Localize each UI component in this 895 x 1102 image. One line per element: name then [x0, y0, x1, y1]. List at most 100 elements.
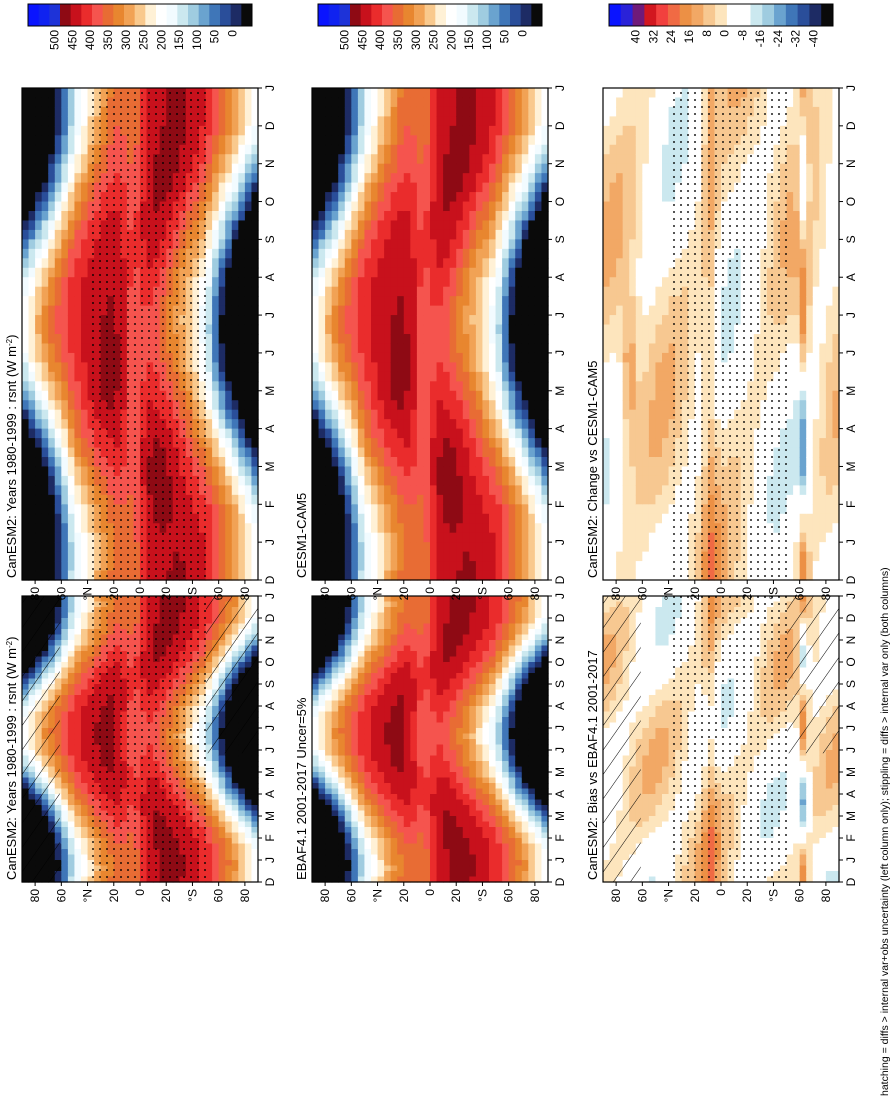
- heatmap-cell: [28, 239, 36, 250]
- colorbar-tick-label: 300: [119, 30, 133, 50]
- heatmap-cell: [338, 876, 346, 883]
- heatmap-cell: [312, 843, 320, 850]
- heatmap-cell: [22, 334, 30, 345]
- heatmap-cell: [54, 305, 62, 316]
- colorbar-swatch: [70, 4, 82, 26]
- heatmap-cell: [231, 381, 239, 392]
- heatmap-cell: [81, 865, 89, 872]
- heatmap-cell: [344, 838, 352, 845]
- heatmap-cell: [81, 296, 89, 307]
- heatmap-cell: [338, 656, 346, 663]
- heatmap-cell: [331, 722, 339, 729]
- heatmap-cell: [81, 777, 89, 784]
- heatmap-cell: [61, 788, 69, 795]
- heatmap-cell: [416, 755, 425, 762]
- heatmap-cell: [238, 88, 246, 99]
- heatmap-cell: [212, 761, 220, 768]
- heatmap-cell: [397, 618, 405, 625]
- heatmap-cell: [67, 542, 76, 553]
- heatmap-cell: [61, 334, 69, 345]
- heatmap-cell: [244, 494, 253, 505]
- heatmap-cell: [390, 799, 398, 806]
- heatmap-cell: [74, 419, 82, 430]
- heatmap-cell: [338, 860, 346, 867]
- heatmap-cell: [397, 711, 405, 718]
- heatmap-cell: [212, 173, 220, 184]
- heatmap-cell: [416, 810, 425, 817]
- heatmap-cell: [231, 788, 239, 795]
- heatmap-cell: [344, 618, 352, 625]
- heatmap-cell: [54, 390, 62, 401]
- month-tick-label: M: [263, 386, 277, 396]
- heatmap-cell: [410, 618, 418, 625]
- heatmap-cell: [423, 766, 431, 773]
- heatmap-cell: [384, 832, 392, 839]
- heatmap-cell: [28, 154, 36, 165]
- heatmap-cell: [251, 860, 259, 867]
- heatmap-cell: [416, 783, 425, 790]
- heatmap-cell: [251, 305, 259, 316]
- heatmap-cell: [225, 352, 233, 363]
- month-tick-label: J: [263, 539, 277, 545]
- heatmap-cell: [390, 607, 398, 614]
- heatmap-cell: [364, 733, 372, 740]
- heatmap-cell: [423, 645, 431, 652]
- heatmap-cell: [423, 849, 431, 856]
- heatmap-cell: [218, 570, 226, 581]
- heatmap-cell: [61, 618, 69, 625]
- heatmap-cell: [384, 777, 392, 784]
- heatmap-cell: [225, 821, 233, 828]
- heatmap-cell: [430, 810, 438, 817]
- heatmap-cell: [384, 744, 392, 751]
- heatmap-cell: [423, 722, 431, 729]
- heatmap-cell: [430, 739, 438, 746]
- heatmap-cell: [54, 561, 62, 572]
- heatmap-cell: [436, 722, 444, 729]
- heatmap-cell: [54, 296, 62, 307]
- heatmap-cell: [238, 201, 246, 212]
- heatmap-cell: [397, 816, 405, 823]
- heatmap-cell: [312, 794, 320, 801]
- heatmap-cell: [74, 667, 82, 674]
- heatmap-cell: [231, 865, 239, 872]
- heatmap-cell: [357, 634, 366, 641]
- heatmap-cell: [48, 475, 56, 486]
- heatmap-cell: [416, 689, 425, 696]
- heatmap-cell: [377, 876, 385, 883]
- heatmap-cell: [74, 662, 82, 669]
- heatmap-cell: [54, 192, 62, 203]
- heatmap-cell: [74, 267, 82, 278]
- heatmap-cell: [331, 865, 339, 872]
- heatmap-cell: [430, 623, 438, 630]
- heatmap-cell: [238, 532, 246, 543]
- heatmap-cell: [338, 805, 346, 812]
- month-tick-label: F: [263, 501, 277, 508]
- heatmap-cell: [61, 684, 69, 691]
- heatmap-cell: [318, 733, 326, 740]
- heatmap-cell: [390, 673, 398, 680]
- heatmap-cell: [81, 629, 89, 636]
- heatmap-cell: [397, 733, 405, 740]
- heatmap-cell: [397, 750, 405, 757]
- heatmap-cell: [251, 485, 259, 496]
- heatmap-cell: [231, 192, 239, 203]
- heatmap-cell: [22, 97, 30, 108]
- heatmap-cell: [225, 371, 233, 382]
- heatmap-cell: [364, 766, 372, 773]
- heatmap-cell: [403, 656, 411, 663]
- heatmap-cell: [205, 343, 213, 354]
- heatmap-cell: [344, 706, 352, 713]
- heatmap-cell: [403, 744, 411, 751]
- heatmap-cell: [403, 860, 411, 867]
- heatmap-cell: [61, 601, 69, 608]
- heatmap-cell: [423, 656, 431, 663]
- lat-tick-label: 20: [107, 889, 121, 903]
- heatmap-cell: [357, 865, 366, 872]
- heatmap-cell: [225, 135, 233, 146]
- heatmap-cell: [436, 766, 444, 773]
- heatmap-cell: [430, 799, 438, 806]
- heatmap-cell: [48, 513, 56, 524]
- heatmap-cell: [436, 695, 444, 702]
- heatmap-cell: [338, 662, 346, 669]
- heatmap-cell: [344, 607, 352, 614]
